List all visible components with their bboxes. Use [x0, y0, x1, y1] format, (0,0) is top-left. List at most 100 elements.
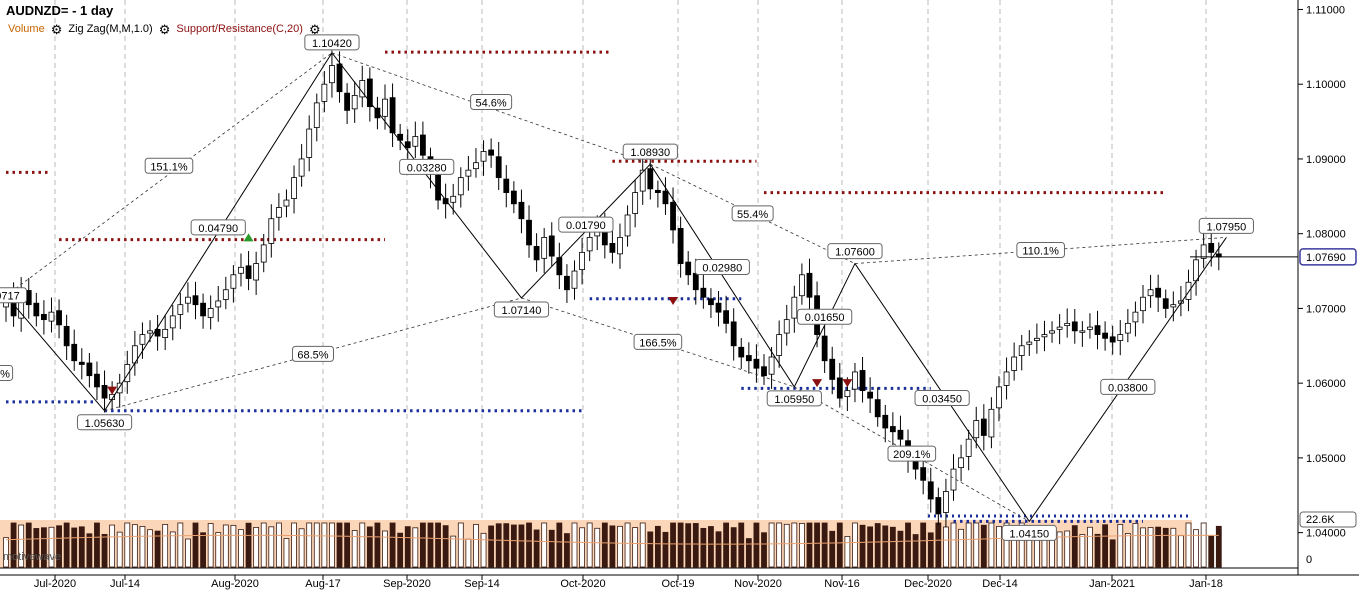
- candle-body: [442, 198, 449, 205]
- candle-body: [882, 414, 889, 429]
- sell-arrow-icon: [812, 379, 823, 388]
- candle-body: [586, 237, 593, 252]
- candle-body: [685, 261, 692, 276]
- volume-bar: [1056, 531, 1063, 568]
- x-tick-label: Dec-2020: [904, 578, 952, 590]
- volume-bar: [783, 523, 790, 568]
- candle-body: [48, 311, 55, 322]
- support-resistance-legend-label[interactable]: Support/Resistance(C,20): [176, 23, 303, 35]
- candle-body: [1109, 336, 1116, 343]
- candle-body: [852, 371, 858, 390]
- indicator-legend: Volume ⚙ Zig Zag(M,M,1.0) ⚙ Support/Resi…: [8, 21, 321, 37]
- candle-body: [973, 420, 980, 439]
- volume-bar: [965, 522, 972, 568]
- swing-label: 0.03800: [1108, 382, 1148, 394]
- volume-bar: [1140, 527, 1146, 568]
- candle-body: [351, 95, 358, 110]
- volume-bar: [116, 531, 123, 568]
- candle-body: [275, 207, 282, 218]
- volume-bar: [996, 525, 1002, 568]
- candle-body: [518, 201, 525, 220]
- candle-body: [192, 295, 199, 306]
- gear-icon[interactable]: ⚙: [158, 21, 171, 37]
- volume-bar: [745, 538, 752, 568]
- volume-bar: [465, 538, 472, 568]
- volume-bar: [1094, 533, 1101, 568]
- gear-icon[interactable]: ⚙: [50, 21, 63, 37]
- x-tick-label: Jan-18: [1189, 578, 1223, 590]
- volume-bar: [404, 526, 411, 568]
- candle-body: [541, 237, 548, 259]
- y-tick-label: 1.06000: [1306, 378, 1346, 390]
- volume-bar: [78, 526, 85, 568]
- candle-body: [920, 467, 927, 481]
- swing-label: 0.02980: [702, 263, 742, 275]
- volume-bar: [18, 524, 25, 568]
- volume-bar: [313, 522, 320, 568]
- y-tick-label: 1.08000: [1306, 229, 1346, 241]
- retracement-label: 151.1%: [150, 161, 188, 173]
- volume-bar: [859, 524, 866, 568]
- zigzag-legend-label[interactable]: Zig Zag(M,M,1.0): [68, 23, 153, 35]
- retracement-label: 54.6%: [476, 98, 507, 110]
- volume-bar: [852, 522, 858, 568]
- volume-bar: [1109, 539, 1116, 568]
- volume-bar: [1200, 522, 1207, 568]
- candle-body: [617, 237, 623, 255]
- volume-bar: [222, 524, 229, 568]
- candle-body: [677, 228, 684, 264]
- x-tick-label: Jan-2021: [1089, 578, 1135, 590]
- volume-bar: [1147, 527, 1154, 568]
- volume-bar: [41, 527, 47, 568]
- candle-body: [723, 310, 729, 324]
- x-tick-label: Sep-2020: [383, 578, 431, 590]
- volume-bar: [1185, 522, 1192, 568]
- volume-bar: [973, 522, 980, 568]
- volume-bar: [1193, 529, 1199, 568]
- candle-body: [791, 296, 798, 319]
- candle-body: [495, 156, 502, 179]
- zigzag-value-label-box: [622, 143, 678, 160]
- price-axis: [1298, 0, 1359, 590]
- candle-body: [215, 300, 222, 308]
- x-tick-label: Dec-14: [982, 578, 1017, 590]
- gear-icon[interactable]: ⚙: [308, 21, 321, 37]
- swing-label: 0.04790: [198, 223, 238, 235]
- candle-body: [935, 497, 942, 515]
- candle-body: [321, 83, 328, 102]
- volume-bar: [101, 533, 108, 568]
- volume-bar: [427, 522, 434, 568]
- volume-bar: [397, 532, 404, 568]
- volume-bar: [359, 522, 366, 568]
- candle-body: [654, 189, 661, 193]
- volume-bar: [94, 522, 100, 568]
- volume-bar: [457, 522, 464, 568]
- swing-label: 0.01650: [805, 312, 845, 324]
- volume-bar: [685, 523, 692, 568]
- x-tick-label: Sep-14: [464, 578, 499, 590]
- candle-body: [730, 321, 737, 347]
- candle-body: [329, 65, 335, 84]
- volume-bar: [306, 522, 313, 568]
- candle-body: [859, 370, 866, 392]
- volume-bar: [419, 522, 426, 568]
- volume-bar: [86, 533, 93, 568]
- volume-bar: [700, 527, 707, 568]
- volume-bar: [366, 526, 373, 568]
- retracement-label: 209.1%: [893, 449, 931, 461]
- candle-body: [624, 214, 631, 237]
- swing-label-box: [1100, 378, 1156, 395]
- volume-bar: [374, 522, 381, 568]
- volume-bar: [920, 522, 927, 568]
- volume-bar: [541, 522, 548, 568]
- candle-body: [291, 177, 297, 199]
- current-price-label: 1.07690: [1306, 252, 1346, 264]
- volume-legend-label[interactable]: Volume: [8, 23, 45, 35]
- volume-bar: [147, 529, 153, 568]
- volume-bar: [791, 522, 798, 568]
- swing-label-box: [797, 308, 853, 325]
- volume-bar: [1087, 526, 1093, 568]
- candle-body: [374, 107, 381, 119]
- volume-bar: [1162, 527, 1169, 568]
